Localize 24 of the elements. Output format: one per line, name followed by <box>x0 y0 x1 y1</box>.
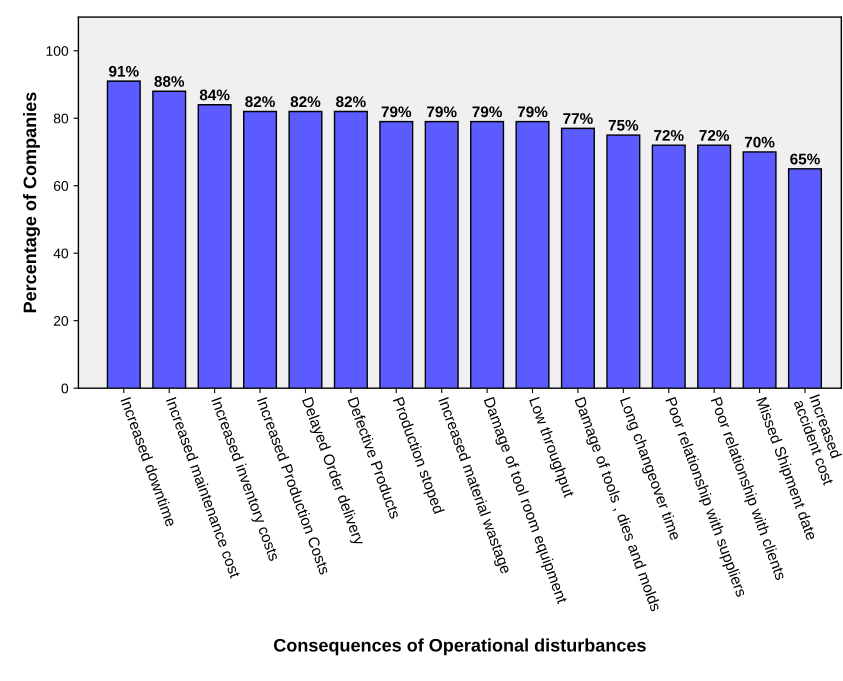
data-label: 79% <box>382 106 412 118</box>
data-label: 82% <box>245 96 275 108</box>
data-label: 82% <box>290 96 320 108</box>
data-label: 72% <box>654 130 684 141</box>
y-tick-label: 40 <box>54 248 68 258</box>
data-label: 88% <box>154 76 184 87</box>
y-tick-label: 100 <box>46 46 68 56</box>
data-label: 82% <box>336 96 366 108</box>
data-label: 65% <box>790 154 820 164</box>
data-label: 79% <box>518 106 548 118</box>
y-tick-label: 80 <box>54 114 68 124</box>
y-tick-label: 20 <box>54 316 68 326</box>
data-label: 77% <box>563 113 593 124</box>
x-axis-title: Consequences of Operational disturbances <box>274 638 646 656</box>
y-tick-label: 0 <box>61 384 68 394</box>
data-label: 75% <box>608 120 638 131</box>
data-label: 79% <box>472 106 502 118</box>
y-tick-label: 60 <box>54 181 68 191</box>
y-axis-title: Percentage of Companies <box>23 92 40 312</box>
data-label: 70% <box>744 136 774 148</box>
data-label: 79% <box>427 106 457 118</box>
data-label: 91% <box>109 66 139 77</box>
data-label: 72% <box>700 130 730 141</box>
data-label: 84% <box>200 90 230 100</box>
